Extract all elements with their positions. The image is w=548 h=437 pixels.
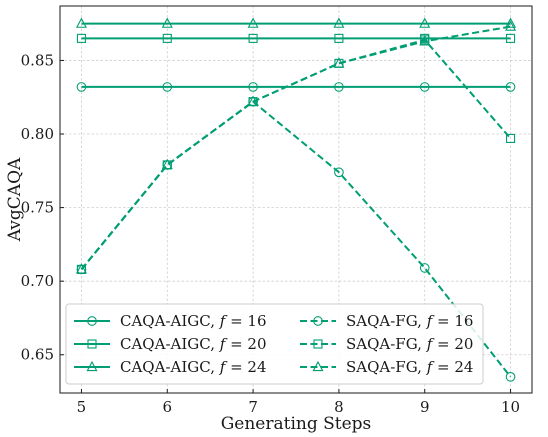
- data-point: [334, 82, 344, 92]
- series-line: [80, 100, 512, 378]
- data-point: [505, 20, 517, 31]
- data-point: [334, 33, 344, 43]
- legend-item: CAQA-AIGC, f = 24: [74, 358, 267, 376]
- legend-marker: [313, 316, 323, 326]
- series-line: [80, 38, 512, 271]
- y-tick-label: 0.85: [21, 51, 54, 69]
- data-point: [333, 17, 345, 28]
- data-point: [161, 17, 173, 28]
- data-point: [76, 33, 87, 43]
- legend-item: SAQA-FG, f = 16: [300, 312, 473, 330]
- series-3: [75, 17, 517, 28]
- legend-label: CAQA-AIGC, f = 20: [120, 335, 267, 353]
- data-point: [505, 133, 516, 143]
- data-point: [76, 264, 87, 274]
- data-point: [505, 371, 516, 382]
- legend-label: SAQA-FG, f = 24: [346, 358, 473, 376]
- data-point: [162, 33, 172, 43]
- data-point: [419, 17, 431, 28]
- x-tick-label: 7: [248, 398, 258, 416]
- plot-frame: [59, 5, 533, 394]
- x-axis-label: Generating Steps: [221, 414, 372, 434]
- x-tick-label: 10: [501, 398, 520, 416]
- y-tick-label: 0.65: [21, 346, 54, 364]
- data-point: [419, 82, 430, 92]
- data-point: [162, 160, 172, 170]
- legend-item: CAQA-AIGC, f = 20: [74, 335, 267, 353]
- y-tick-label: 0.70: [21, 272, 54, 290]
- legend-item: SAQA-FG, f = 24: [300, 358, 473, 376]
- data-point: [247, 17, 259, 28]
- data-point: [334, 167, 344, 178]
- series-1: [76, 82, 516, 92]
- y-tick-label: 0.75: [21, 199, 54, 217]
- x-tick-label: 9: [420, 398, 430, 416]
- legend-box: [65, 303, 484, 385]
- data-point: [505, 17, 517, 28]
- series-6: [75, 20, 517, 274]
- data-point: [248, 82, 258, 92]
- legend-marker: [312, 360, 324, 372]
- legend-marker: [87, 339, 97, 349]
- legend-label: CAQA-AIGC, f = 16: [120, 312, 267, 330]
- y-axis-ticks: 0.65 0.70 0.75 0.80 0.85: [21, 51, 64, 364]
- data-point: [248, 97, 258, 107]
- data-point: [75, 17, 87, 28]
- x-axis-ticks: 5 6 7 8 9 10: [77, 389, 520, 416]
- data-point: [420, 35, 430, 45]
- data-point: [248, 33, 258, 43]
- legend-item: CAQA-AIGC, f = 16: [74, 312, 267, 330]
- data-point: [419, 263, 430, 273]
- data-point: [76, 82, 87, 92]
- legend-marker: [87, 316, 97, 326]
- legend: CAQA-AIGC, f = 16 CAQA-AIGC, f = 20 CAQA-A…: [65, 303, 484, 385]
- data-point: [505, 82, 516, 92]
- series-5: [76, 35, 516, 274]
- x-tick-label: 8: [334, 398, 344, 416]
- legend-label: SAQA-FG, f = 20: [346, 335, 473, 353]
- legend-label: SAQA-FG, f = 16: [346, 312, 473, 330]
- series-layer: [75, 17, 517, 382]
- series-2: [76, 33, 516, 43]
- y-tick-label: 0.80: [21, 125, 54, 143]
- legend-marker: [313, 339, 323, 349]
- legend-label: CAQA-AIGC, f = 24: [120, 358, 267, 376]
- y-axis-label: AvgCAQA: [5, 157, 25, 242]
- x-tick-label: 5: [77, 398, 87, 416]
- data-point: [334, 58, 344, 68]
- legend-marker: [86, 360, 98, 372]
- legend-item: SAQA-FG, f = 20: [300, 335, 473, 353]
- x-tick-label: 6: [162, 398, 172, 416]
- data-point: [162, 82, 173, 92]
- data-point: [505, 33, 516, 43]
